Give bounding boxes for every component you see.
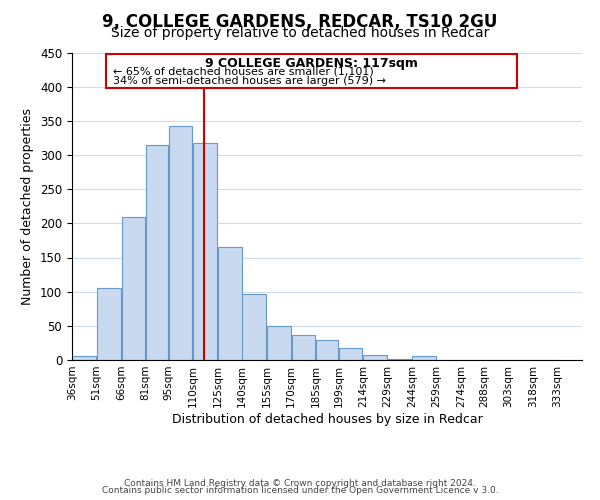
- Bar: [292, 336, 315, 360]
- Text: Contains HM Land Registry data © Crown copyright and database right 2024.: Contains HM Land Registry data © Crown c…: [124, 478, 476, 488]
- Bar: [146, 145, 168, 360]
- X-axis label: Distribution of detached houses by size in Redcar: Distribution of detached houses by size …: [172, 412, 482, 426]
- Bar: [412, 356, 436, 360]
- Text: Contains public sector information licensed under the Open Government Licence v : Contains public sector information licen…: [101, 486, 499, 495]
- Bar: [316, 340, 338, 360]
- Bar: [193, 142, 217, 360]
- Bar: [122, 216, 145, 360]
- Text: 9, COLLEGE GARDENS, REDCAR, TS10 2GU: 9, COLLEGE GARDENS, REDCAR, TS10 2GU: [103, 12, 497, 30]
- Text: 34% of semi-detached houses are larger (579) →: 34% of semi-detached houses are larger (…: [113, 76, 386, 86]
- Bar: [73, 356, 96, 360]
- Bar: [242, 294, 266, 360]
- Bar: [169, 126, 193, 360]
- Y-axis label: Number of detached properties: Number of detached properties: [22, 108, 34, 304]
- Bar: [267, 326, 290, 360]
- Text: ← 65% of detached houses are smaller (1,101): ← 65% of detached houses are smaller (1,…: [113, 66, 374, 76]
- Bar: [97, 288, 121, 360]
- Bar: [218, 247, 242, 360]
- Text: Size of property relative to detached houses in Redcar: Size of property relative to detached ho…: [111, 26, 489, 40]
- FancyBboxPatch shape: [106, 54, 517, 88]
- Bar: [364, 354, 387, 360]
- Bar: [339, 348, 362, 360]
- Text: 9 COLLEGE GARDENS: 117sqm: 9 COLLEGE GARDENS: 117sqm: [205, 56, 418, 70]
